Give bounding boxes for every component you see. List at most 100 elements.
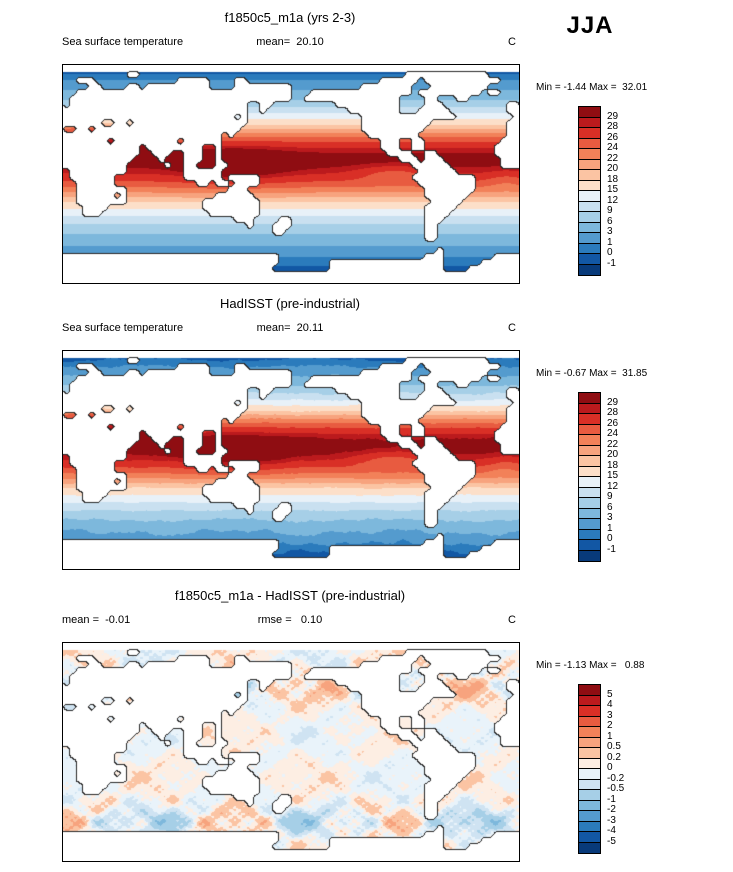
colorbar-swatch [579, 695, 600, 706]
colorbar-swatch [579, 445, 600, 456]
sst-map-obs [62, 350, 520, 570]
colorbar-tick-label: -3 [607, 814, 616, 826]
colorbar-swatch [579, 191, 600, 202]
panel-header: mean = -0.01 rmse = 0.10 C [62, 614, 518, 628]
colorbar-tick-label: 1 [607, 522, 613, 534]
colorbar-tick-label: 26 [607, 131, 619, 143]
colorbar-tick-label: -5 [607, 835, 616, 847]
colorbar-tick-label: 29 [607, 396, 619, 408]
colorbar-swatch [579, 435, 600, 446]
colorbar-tick-label: 4 [607, 699, 613, 710]
colorbar-tick-label: -1 [607, 543, 616, 555]
colorbar-tick-label: -0.2 [607, 772, 625, 784]
colorbar-tick-label: 0 [607, 247, 613, 258]
panel-model-sst: f1850c5_m1a (yrs 2-3) Sea surface temper… [0, 10, 733, 302]
colorbar-tick-label: 3 [607, 226, 613, 237]
colorbar-tick-label: 26 [607, 417, 619, 429]
colorbar-swatch [579, 393, 600, 404]
colorbar-tick-label: 5 [607, 688, 613, 700]
colorbar-swatch [579, 117, 600, 128]
colorbar-tick-label: 24 [607, 142, 619, 153]
colorbar-tick-label: 2 [607, 720, 613, 731]
colorbar-swatch [579, 414, 600, 425]
colorbar-swatch [579, 222, 600, 233]
colorbar-tick-label: 3 [607, 512, 613, 523]
minmax-label: Min = -0.67 Max = 31.85 [536, 368, 648, 379]
colorbar: 29 28 26 24 22 20 18 15 12 9 6 3 1 0 -1 [578, 392, 648, 562]
colorbar-swatch [579, 159, 600, 170]
colorbar-tick-label: 0 [607, 533, 613, 544]
colorbar-tick-label: 6 [607, 215, 613, 227]
colorbar-tick-label: -4 [607, 825, 616, 836]
colorbar-tick-label: 20 [607, 163, 619, 174]
mean-label: mean= 20.11 [256, 322, 324, 334]
colorbar-swatch [579, 758, 600, 769]
colorbar-swatch [579, 233, 600, 244]
colorbar-swatch [579, 487, 600, 498]
colorbar-swatch-column [578, 684, 601, 854]
colorbar-swatch [579, 550, 600, 561]
panel-header: Sea surface temperature mean= 20.11 C [62, 322, 518, 336]
colorbar-swatch [579, 842, 600, 853]
variable-label: Sea surface temperature [62, 36, 184, 48]
colorbar-swatch [579, 180, 600, 191]
panel-header: Sea surface temperature mean= 20.10 C [62, 36, 518, 50]
colorbar-tick-label: 9 [607, 491, 613, 502]
colorbar-swatch [579, 264, 600, 275]
colorbar-swatch [579, 424, 600, 435]
colorbar-swatch [579, 769, 600, 780]
units-label: C [508, 322, 516, 334]
colorbar-tick-label: 22 [607, 152, 619, 164]
colorbar: 5 4 3 2 1 0.5 0.2 0 -0.2 -0.5 -1 -2 -3 -4 -5 [578, 684, 648, 854]
colorbar-swatch [579, 529, 600, 540]
colorbar-swatch [579, 737, 600, 748]
colorbar-swatch [579, 201, 600, 212]
colorbar-swatch [579, 790, 600, 801]
colorbar-swatch [579, 456, 600, 467]
colorbar-tick-label: 0.5 [607, 741, 621, 752]
colorbar-tick-label: 0.2 [607, 751, 621, 763]
colorbar-tick-label: 0 [607, 762, 613, 773]
colorbar-tick-label: 24 [607, 428, 619, 439]
mean-label: mean = -0.01 [62, 614, 131, 626]
rmse-label: rmse = 0.10 [257, 614, 323, 626]
panel-title: f1850c5_m1a (yrs 2-3) [224, 10, 356, 25]
colorbar-tick-label: 22 [607, 438, 619, 450]
mean-label: mean= 20.10 [256, 36, 324, 48]
colorbar-tick-label: 6 [607, 501, 613, 513]
minmax-label: Min = -1.13 Max = 0.88 [536, 660, 645, 671]
variable-label: Sea surface temperature [62, 322, 184, 334]
colorbar-tick-label: 3 [607, 709, 613, 721]
colorbar-tick-label: 20 [607, 449, 619, 460]
colorbar-swatch [579, 811, 600, 822]
colorbar-swatch [579, 254, 600, 265]
colorbar-tick-label: 12 [607, 194, 619, 206]
colorbar-tick-label: 29 [607, 110, 619, 122]
colorbar-swatch-column [578, 392, 601, 562]
colorbar-swatch [579, 685, 600, 696]
season-label: JJA [566, 12, 614, 39]
colorbar-tick-label: 18 [607, 173, 619, 185]
colorbar-swatch [579, 832, 600, 843]
colorbar-swatch [579, 716, 600, 727]
colorbar-tick-label: 15 [607, 184, 619, 195]
colorbar-swatch [579, 128, 600, 139]
panel-title: f1850c5_m1a - HadISST (pre-industrial) [174, 588, 406, 603]
colorbar-tick-label: -1 [607, 793, 616, 805]
minmax-label: Min = -1.44 Max = 32.01 [536, 82, 648, 93]
colorbar-swatch [579, 107, 600, 118]
sst-map-difference [62, 642, 520, 862]
colorbar-swatch [579, 403, 600, 414]
colorbar-tick-label: 28 [607, 407, 619, 418]
colorbar-swatch [579, 212, 600, 223]
colorbar-tick-label: 28 [607, 121, 619, 132]
colorbar-swatch [579, 170, 600, 181]
colorbar-swatch [579, 540, 600, 551]
panel-title: HadISST (pre-industrial) [220, 296, 360, 311]
colorbar-swatch [579, 800, 600, 811]
colorbar-swatch [579, 821, 600, 832]
colorbar-tick-label: -1 [607, 257, 616, 269]
colorbar-swatch [579, 519, 600, 530]
panel-difference: f1850c5_m1a - HadISST (pre-industrial) m… [0, 588, 733, 872]
